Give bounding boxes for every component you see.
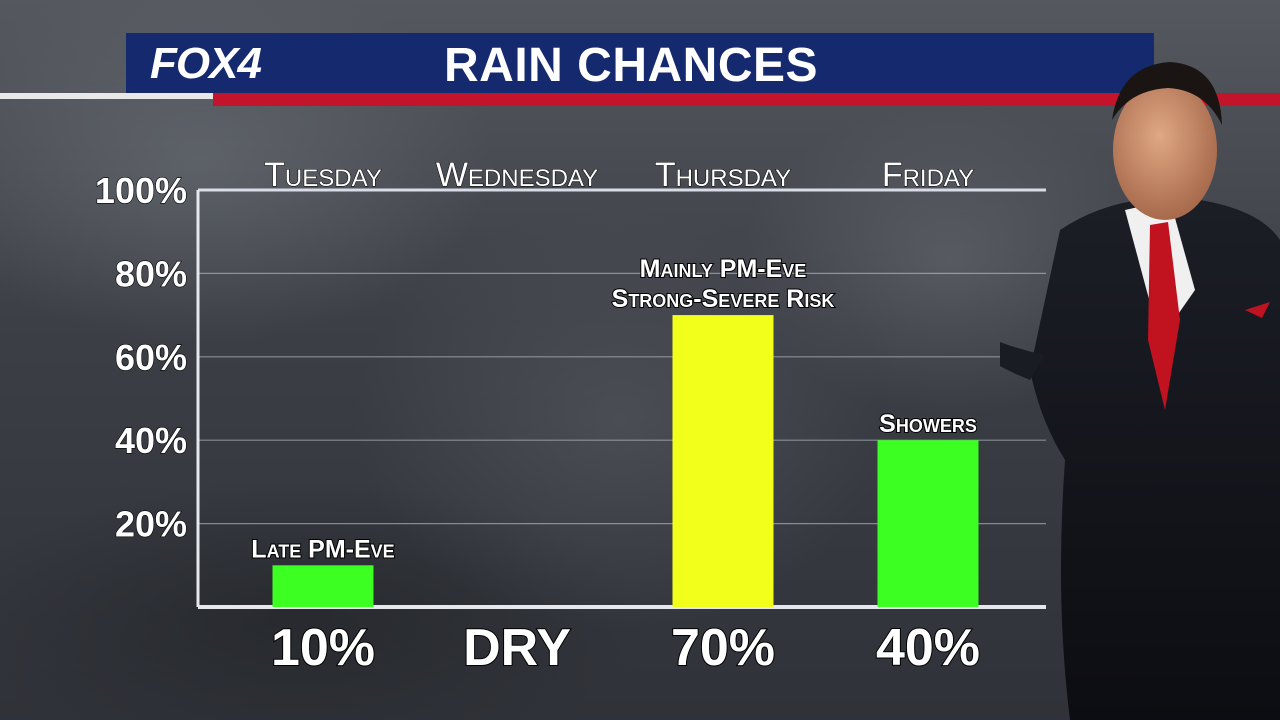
header-red-stripe bbox=[213, 93, 1280, 106]
category-label-wednesday: Wednesday bbox=[436, 156, 598, 194]
value-label-tuesday: 10% bbox=[271, 619, 375, 677]
ytick-label: 20% bbox=[115, 504, 187, 545]
category-label-friday: Friday bbox=[882, 156, 974, 194]
bar-layer bbox=[272, 315, 979, 607]
bar-friday bbox=[877, 440, 979, 607]
ytick-label: 80% bbox=[115, 253, 187, 294]
header-bar bbox=[126, 33, 1154, 93]
ytick-label: 100% bbox=[95, 170, 187, 211]
category-label-tuesday: Tuesday bbox=[264, 156, 382, 194]
page-title: RAIN CHANCES bbox=[444, 39, 819, 92]
value-label-thursday: 70% bbox=[671, 619, 775, 677]
category-label-thursday: Thursday bbox=[655, 156, 791, 194]
bar-tuesday bbox=[272, 565, 374, 607]
header-white-stripe bbox=[0, 93, 213, 99]
bar-annotation: Late PM-Eve bbox=[251, 535, 394, 563]
meteorologist-figure bbox=[1000, 62, 1280, 720]
value-label-friday: 40% bbox=[876, 619, 980, 677]
ytick-label: 60% bbox=[115, 337, 187, 378]
station-logo: FOX4 bbox=[150, 39, 262, 88]
bar-annotation: Showers bbox=[879, 410, 977, 438]
text-layer: 20% 40% 60% 80% 100% Tuesday Wednesday Thursday… bbox=[94, 156, 981, 679]
bar-thursday bbox=[672, 315, 774, 607]
bar-annotation: Strong-Severe Risk bbox=[612, 285, 835, 313]
value-label-wednesday: DRY bbox=[463, 619, 571, 677]
bar-annotation: Mainly PM-Eve bbox=[640, 255, 807, 283]
ytick-label: 40% bbox=[115, 420, 187, 461]
